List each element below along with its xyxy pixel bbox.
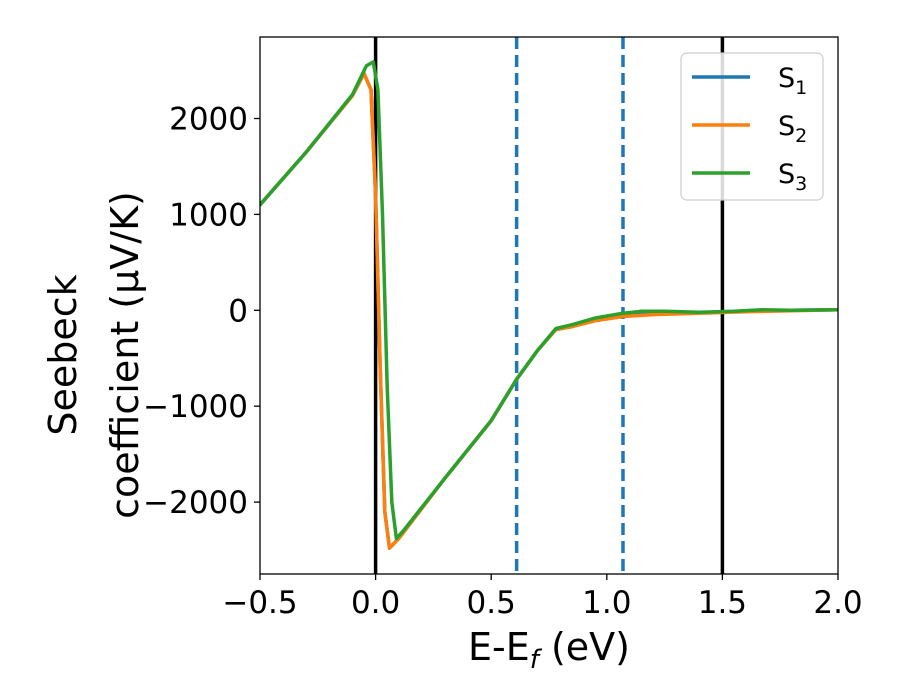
- y-tick-label: 1000: [169, 197, 248, 233]
- y-tick-label: 0: [228, 293, 248, 329]
- x-tick-label: 1.5: [698, 585, 747, 621]
- x-axis-label: E-Ef (eV): [468, 625, 630, 675]
- y-tick-label: 2000: [169, 102, 248, 138]
- x-tick-label: 0.0: [351, 585, 400, 621]
- x-tick-label: 2.0: [813, 585, 862, 621]
- y-axis-ticks: −2000 −1000 0 1000 2000: [143, 102, 260, 521]
- plot-frame: [259, 36, 839, 575]
- x-tick-label: −0.5: [222, 585, 297, 621]
- x-axis-ticks: −0.5 0.0 0.5 1.0 1.5 2.0: [222, 574, 863, 621]
- series-lines: [260, 60, 838, 550]
- series-line-s3: [260, 60, 838, 541]
- reference-lines: [373, 37, 725, 574]
- x-tick-label: 0.5: [467, 585, 516, 621]
- y-tick-label: −2000: [143, 485, 248, 521]
- x-tick-label: 1.0: [582, 585, 631, 621]
- legend-box: [680, 52, 824, 201]
- y-tick-label: −1000: [143, 389, 248, 425]
- y-axis-label: Seebeck coefficient (μV/K): [41, 191, 147, 519]
